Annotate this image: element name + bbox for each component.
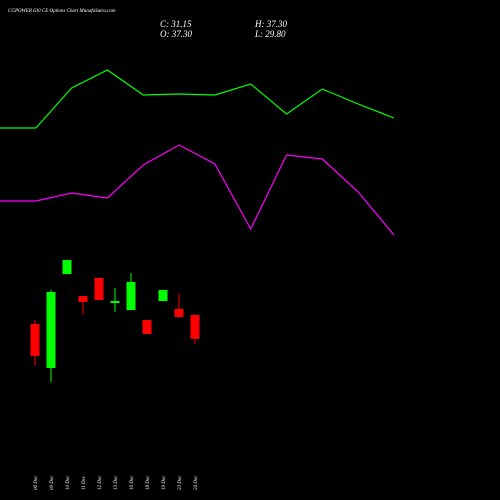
x-tick-label: 24 Dec bbox=[194, 475, 199, 490]
candle-body bbox=[30, 324, 40, 357]
x-tick-label: 11 Dec bbox=[82, 475, 87, 490]
x-tick-label: 13 Dec bbox=[114, 475, 119, 490]
x-tick-label: 19 Dec bbox=[162, 475, 167, 490]
candle-body bbox=[126, 282, 136, 311]
x-tick-label: 18 Dec bbox=[146, 475, 151, 490]
candle-body bbox=[190, 314, 200, 339]
ohlc-label: H: 37.30 bbox=[254, 19, 287, 29]
candle-body bbox=[142, 320, 152, 334]
line-series bbox=[0, 69, 395, 129]
chart-title: CGPOWER 630 CE Options Chart MunafaSutra… bbox=[8, 9, 116, 14]
candle-body bbox=[110, 301, 120, 304]
x-tick-label: 12 Dec bbox=[98, 475, 103, 490]
ohlc-label: L: 29.80 bbox=[254, 29, 286, 39]
x-tick-label: 23 Dec bbox=[178, 475, 183, 490]
candle-body bbox=[46, 292, 56, 368]
candle-body bbox=[94, 278, 104, 301]
x-tick-label: 06 Dec bbox=[34, 475, 39, 490]
x-tick-label: 09 Dec bbox=[50, 475, 55, 490]
candle-body bbox=[62, 260, 72, 275]
ohlc-label: O: 37.30 bbox=[160, 29, 192, 39]
ohlc-label: C: 31.15 bbox=[160, 19, 192, 29]
x-tick-label: 10 Dec bbox=[66, 475, 71, 490]
candle-body bbox=[174, 308, 184, 318]
candle-body bbox=[78, 296, 88, 302]
line-series bbox=[0, 144, 395, 236]
candle-body bbox=[158, 290, 168, 302]
x-tick-label: 16 Dec bbox=[130, 475, 135, 490]
